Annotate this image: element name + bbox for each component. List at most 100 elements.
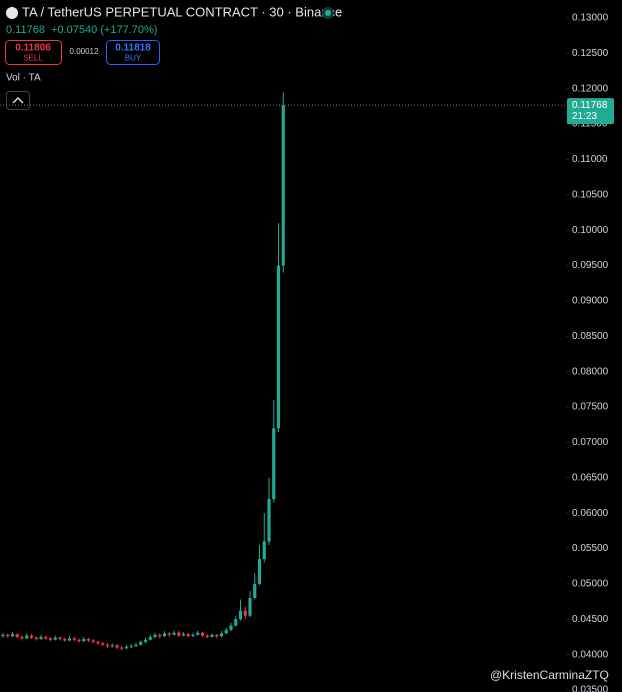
watermark: @KristenCarminaZTQ	[490, 668, 609, 682]
buy-label: BUY	[125, 54, 142, 63]
buy-price: 0.11818	[115, 43, 151, 54]
y-tick-label: 0.08000	[572, 366, 609, 377]
candle-body	[120, 647, 124, 649]
candle-body	[143, 639, 148, 642]
candle-body	[86, 639, 91, 641]
candle-body	[25, 635, 29, 639]
sell-price: 0.11806	[15, 43, 51, 54]
candle-body	[276, 265, 281, 429]
y-tick-label: 0.03500	[572, 685, 609, 692]
candle-body	[281, 105, 285, 266]
spread: 0.00012	[70, 47, 99, 56]
y-tick-label: 0.04500	[572, 614, 609, 625]
y-tick-label: 0.12000	[572, 83, 609, 94]
candle-body	[63, 639, 67, 641]
candle-body	[153, 634, 157, 637]
candle-body	[167, 633, 171, 635]
candle-body	[229, 625, 233, 630]
candle-body	[224, 629, 228, 634]
price-badge-value: 0.11768	[572, 100, 608, 111]
candle-body	[200, 632, 205, 636]
y-tick-label: 0.08500	[572, 331, 609, 342]
last-price: 0.11768	[6, 24, 45, 36]
candle-body	[186, 634, 190, 637]
y-tick-label: 0.06000	[572, 508, 609, 519]
buy-button[interactable]	[106, 40, 160, 65]
candle-body	[58, 637, 62, 640]
candle-body	[248, 598, 252, 616]
plot-area: 0.03500 0.04000 0.04500 0.05000 0.05500 0.060…	[0, 13, 614, 692]
candle-body	[20, 636, 24, 639]
y-tick-label: 0.13000	[572, 13, 609, 24]
candle-body	[72, 638, 76, 640]
price-badge-countdown: 21:23	[572, 111, 597, 122]
candle-body	[205, 635, 209, 637]
candle-body	[243, 610, 247, 616]
candle-body	[34, 637, 38, 640]
candle-body	[139, 641, 143, 645]
price-change: +0.07540 (+177.70%)	[51, 24, 157, 36]
candle-body	[44, 636, 48, 639]
y-tick-label: 0.07000	[572, 437, 609, 448]
candle-body	[124, 646, 129, 649]
chart-title: TA / TetherUS PERPETUAL CONTRACT · 30 · …	[22, 4, 342, 19]
candle-body	[134, 644, 138, 647]
candle-body	[48, 638, 53, 640]
y-tick-label: 0.10000	[572, 225, 609, 236]
candle-body	[191, 634, 195, 637]
y-tick-label: 0.09500	[572, 260, 609, 271]
sell-button[interactable]	[5, 40, 62, 65]
symbol-icon	[6, 7, 18, 19]
y-tick-label: 0.05500	[572, 543, 609, 554]
candle-body	[196, 632, 200, 635]
candle-body	[10, 634, 15, 637]
y-tick-label: 0.12500	[572, 48, 609, 59]
candle-body	[162, 633, 167, 637]
candle-body	[272, 428, 276, 500]
candle-body	[181, 634, 186, 636]
candle-body	[215, 634, 219, 637]
collapse-button[interactable]	[6, 91, 30, 110]
y-tick-label: 0.05000	[572, 579, 609, 590]
candle-body	[267, 499, 271, 542]
y-tick-label: 0.11000	[572, 154, 608, 165]
y-tick-label: 0.10500	[572, 189, 609, 200]
candle-body	[115, 645, 119, 648]
candle-body	[67, 638, 72, 641]
candle-body	[77, 639, 81, 642]
candle-body	[177, 632, 181, 636]
y-tick-label: 0.11500	[572, 119, 608, 130]
candle-body	[6, 634, 10, 637]
candle-body	[129, 646, 133, 648]
candle-body	[257, 559, 262, 584]
candle-body	[53, 637, 57, 640]
candle-body	[219, 633, 224, 637]
candle-body	[234, 619, 238, 626]
y-tick-label: 0.07500	[572, 402, 609, 413]
price-badge	[567, 98, 614, 125]
candle-body	[238, 610, 243, 620]
candle-body	[15, 634, 19, 637]
candle-body	[148, 636, 152, 640]
volume-label: Vol · TA	[6, 73, 41, 84]
y-tick-label: 0.04000	[572, 649, 609, 660]
candle-body	[172, 632, 176, 635]
candle-body	[91, 640, 95, 642]
collapse-icon	[12, 96, 24, 104]
sell-label: SELL	[23, 54, 43, 63]
candle-body	[105, 644, 110, 647]
candle-body	[39, 636, 43, 640]
candle-body	[110, 645, 114, 647]
y-tick-label: 0.06500	[572, 472, 609, 483]
candle-body	[96, 641, 100, 644]
status-dot	[325, 10, 331, 16]
candle-body	[101, 643, 105, 645]
candle-body	[29, 635, 34, 638]
candle-body	[210, 634, 214, 637]
y-tick-label: 0.09000	[572, 296, 609, 307]
candle-body	[262, 541, 266, 560]
candle-body	[1, 634, 5, 637]
candle-body	[158, 634, 162, 637]
